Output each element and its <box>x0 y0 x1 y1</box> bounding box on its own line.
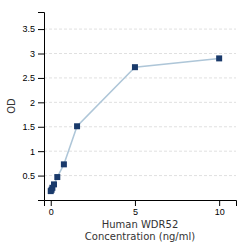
tick-mark <box>51 200 52 206</box>
grid-line <box>44 175 236 176</box>
tick-label: 1.5 <box>22 122 35 132</box>
tick-mark <box>135 200 136 206</box>
marker <box>51 181 57 187</box>
tick-label: 3.5 <box>22 24 35 34</box>
tick: 5 <box>133 200 138 217</box>
tick-label: 0 <box>49 207 54 217</box>
x-axis-label: Concentration (ng/ml) <box>85 231 195 242</box>
grid-line <box>44 126 236 127</box>
tick-mark <box>38 54 44 55</box>
marker <box>216 55 222 61</box>
grid-line <box>44 151 236 152</box>
tick-mark <box>38 127 44 128</box>
chart: 0 5 10 0.5 1 1.5 2 2.5 3 3.5 Human WDR52Concentrat… <box>0 0 250 250</box>
tick: 1.5 <box>22 122 44 132</box>
x-axis-title: Human WDR52Concentration (ng/ml) <box>85 219 195 242</box>
tick: 3.5 <box>22 24 44 34</box>
tick-label: 5 <box>133 207 138 217</box>
plot: 0 5 10 0.5 1 1.5 2 2.5 3 3.5 <box>22 13 236 218</box>
grid-line <box>44 29 236 30</box>
tick: 2 <box>30 98 44 108</box>
tick-mark <box>38 151 44 152</box>
tick-label: 2.5 <box>22 73 35 83</box>
tick-mark <box>38 29 44 30</box>
x-axis: 0 5 10 <box>45 200 237 217</box>
marker <box>54 174 60 180</box>
tick: 0 <box>49 200 54 217</box>
tick: 0.5 <box>22 171 44 181</box>
tick-mark <box>38 176 44 177</box>
line <box>51 58 219 191</box>
grid-line <box>44 53 236 54</box>
y-axis-label: OD <box>6 98 17 114</box>
tick-label: 2 <box>30 98 35 108</box>
tick-label: 0.5 <box>22 171 35 181</box>
tick: 1 <box>30 147 44 157</box>
marks <box>48 55 222 194</box>
marker <box>61 161 67 167</box>
tick-mark <box>38 78 44 79</box>
marker <box>132 64 138 70</box>
axis-line <box>38 13 45 201</box>
axis-line <box>45 201 237 207</box>
grid-line <box>44 77 236 78</box>
tick-mark <box>38 102 44 103</box>
tick-mark <box>219 200 220 206</box>
tick-label: 1 <box>30 147 35 157</box>
grid-line <box>44 102 236 103</box>
y-grid <box>44 29 236 175</box>
tick: 10 <box>215 200 225 217</box>
x-axis-label: Human WDR52 <box>102 219 179 230</box>
y-axis: 0.5 1 1.5 2 2.5 3 3.5 <box>22 13 44 201</box>
tick-label: 3 <box>30 49 35 59</box>
marker <box>74 123 80 129</box>
tick-label: 10 <box>215 207 225 217</box>
tick: 3 <box>30 49 44 59</box>
tick: 2.5 <box>22 73 44 83</box>
